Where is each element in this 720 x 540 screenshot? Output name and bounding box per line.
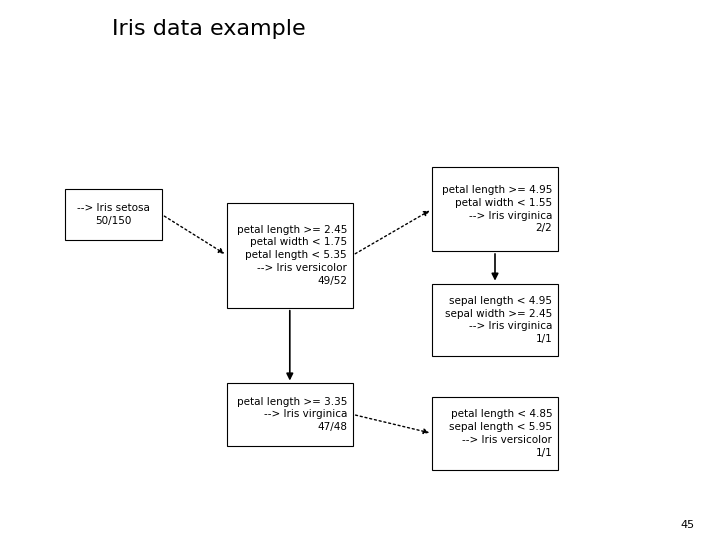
Text: petal length >= 3.35
--> Iris virginica
47/48: petal length >= 3.35 --> Iris virginica … bbox=[237, 397, 347, 432]
Text: petal length < 4.85
sepal length < 5.95
--> Iris versicolor
1/1: petal length < 4.85 sepal length < 5.95 … bbox=[449, 409, 552, 457]
Bar bbox=[227, 202, 353, 308]
Text: Iris data example: Iris data example bbox=[112, 19, 305, 39]
Bar bbox=[432, 284, 558, 356]
Bar bbox=[432, 167, 558, 251]
Text: petal length >= 2.45
petal width < 1.75
petal length < 5.35
--> Iris versicolor
: petal length >= 2.45 petal width < 1.75 … bbox=[237, 225, 347, 286]
Text: sepal length < 4.95
sepal width >= 2.45
--> Iris virginica
1/1: sepal length < 4.95 sepal width >= 2.45 … bbox=[445, 296, 552, 344]
Text: --> Iris setosa
50/150: --> Iris setosa 50/150 bbox=[77, 203, 150, 226]
Bar bbox=[65, 189, 162, 240]
Text: petal length >= 4.95
petal width < 1.55
--> Iris virginica
2/2: petal length >= 4.95 petal width < 1.55 … bbox=[442, 185, 552, 233]
Bar bbox=[432, 397, 558, 470]
Bar bbox=[227, 383, 353, 446]
Text: 45: 45 bbox=[680, 520, 695, 530]
